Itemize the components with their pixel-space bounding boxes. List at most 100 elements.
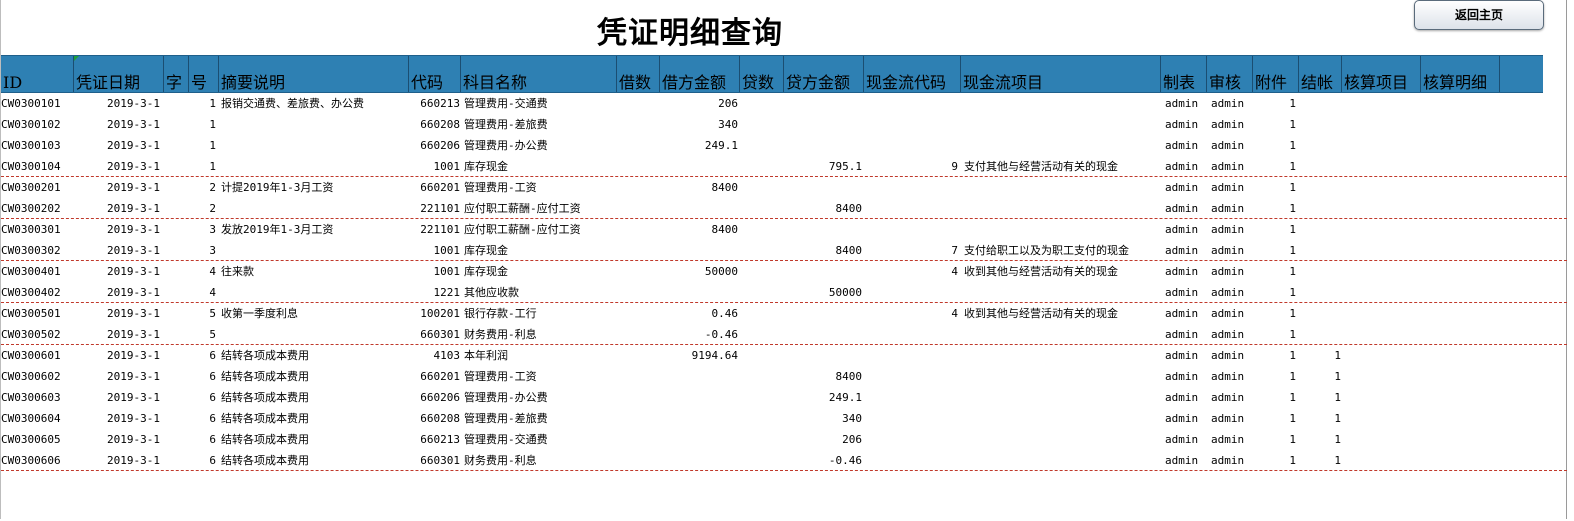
cell-date[interactable]: 2019-3-1	[107, 244, 160, 257]
cell-maker[interactable]: admin	[1165, 265, 1199, 278]
cell-code[interactable]: 1001	[433, 265, 461, 278]
cell-maker[interactable]: admin	[1165, 160, 1199, 173]
cell-debit[interactable]: 206	[718, 97, 738, 110]
cell-code[interactable]: 100201	[420, 307, 460, 320]
cell-auditor[interactable]: admin	[1211, 370, 1245, 383]
table-row[interactable]: CW0300402 2019-3-1 4 1221 其他应收款 50000 admin adm…	[1, 282, 1567, 303]
cell-credit[interactable]: 50000	[828, 286, 862, 299]
cell-maker[interactable]: admin	[1165, 412, 1199, 425]
cell-subject[interactable]: 库存现金	[464, 160, 508, 173]
header-subject[interactable]: 科目名称	[461, 56, 617, 92]
cell-auditor[interactable]: admin	[1211, 454, 1245, 467]
cell-summary[interactable]: 结转各项成本费用	[221, 370, 309, 383]
cell-maker[interactable]: admin	[1165, 181, 1199, 194]
cell-maker[interactable]: admin	[1165, 244, 1199, 257]
cell-cashflow-code[interactable]: 9	[951, 160, 958, 173]
cell-code[interactable]: 660208	[420, 118, 460, 131]
table-row[interactable]: CW0300301 2019-3-1 3 发放2019年1-3月工资 221101 应付职…	[1, 219, 1567, 240]
cell-cashflow-code[interactable]: 7	[951, 244, 958, 257]
cell-debit[interactable]: 8400	[711, 181, 739, 194]
cell-code[interactable]: 660213	[420, 433, 460, 446]
cell-cashflow-item[interactable]: 支付其他与经营活动有关的现金	[964, 160, 1118, 173]
cell-code[interactable]: 660301	[420, 328, 460, 341]
header-cashflow-item[interactable]: 现金流项目	[961, 56, 1161, 92]
cell-id[interactable]: CW0300603	[1, 391, 61, 404]
cell-summary[interactable]: 结转各项成本费用	[221, 454, 309, 467]
cell-auditor[interactable]: admin	[1211, 160, 1245, 173]
cell-cashflow-item[interactable]: 收到其他与经营活动有关的现金	[964, 265, 1118, 278]
cell-closed[interactable]: 1	[1334, 454, 1341, 467]
cell-date[interactable]: 2019-3-1	[107, 349, 160, 362]
cell-date[interactable]: 2019-3-1	[107, 370, 160, 383]
cell-auditor[interactable]: admin	[1211, 181, 1245, 194]
cell-date[interactable]: 2019-3-1	[107, 391, 160, 404]
cell-subject[interactable]: 其他应收款	[464, 286, 519, 299]
cell-id[interactable]: CW0300104	[1, 160, 61, 173]
cell-date[interactable]: 2019-3-1	[107, 139, 160, 152]
cell-id[interactable]: CW0300502	[1, 328, 61, 341]
cell-maker[interactable]: admin	[1165, 202, 1199, 215]
cell-auditor[interactable]: admin	[1211, 391, 1245, 404]
table-row[interactable]: CW0300104 2019-3-1 1 1001 库存现金 795.1 9 支付其他与经营活…	[1, 156, 1567, 177]
table-row[interactable]: CW0300602 2019-3-1 6 结转各项成本费用 660201 管理费用-工资 8…	[1, 366, 1567, 387]
cell-auditor[interactable]: admin	[1211, 265, 1245, 278]
table-row[interactable]: CW0300502 2019-3-1 5 660301 财务费用-利息 -0.46 admi…	[1, 324, 1567, 345]
cell-attachments[interactable]: 1	[1289, 286, 1296, 299]
cell-no[interactable]: 6	[209, 454, 216, 467]
cell-id[interactable]: CW0300501	[1, 307, 61, 320]
header-debit[interactable]: 借方金额	[660, 56, 740, 92]
cell-summary[interactable]: 发放2019年1-3月工资	[221, 223, 334, 236]
cell-subject[interactable]: 管理费用-交通费	[464, 97, 548, 110]
cell-no[interactable]: 1	[209, 97, 216, 110]
cell-date[interactable]: 2019-3-1	[107, 97, 160, 110]
cell-id[interactable]: CW0300202	[1, 202, 61, 215]
cell-attachments[interactable]: 1	[1289, 181, 1296, 194]
cell-subject[interactable]: 管理费用-交通费	[464, 433, 548, 446]
cell-debit[interactable]: 340	[718, 118, 738, 131]
cell-date[interactable]: 2019-3-1	[107, 286, 160, 299]
header-credit-count[interactable]: 贷数	[740, 56, 784, 92]
header-date[interactable]: 凭证日期	[74, 56, 164, 92]
cell-maker[interactable]: admin	[1165, 370, 1199, 383]
cell-id[interactable]: CW0300102	[1, 118, 61, 131]
cell-auditor[interactable]: admin	[1211, 286, 1245, 299]
cell-credit[interactable]: 249.1	[828, 391, 862, 404]
cell-attachments[interactable]: 1	[1289, 244, 1296, 257]
cell-date[interactable]: 2019-3-1	[107, 160, 160, 173]
cell-summary[interactable]: 计提2019年1-3月工资	[221, 181, 334, 194]
cell-code[interactable]: 660201	[420, 370, 460, 383]
cell-auditor[interactable]: admin	[1211, 244, 1245, 257]
cell-attachments[interactable]: 1	[1289, 202, 1296, 215]
cell-no[interactable]: 6	[209, 391, 216, 404]
cell-id[interactable]: CW0300602	[1, 370, 61, 383]
cell-attachments[interactable]: 1	[1289, 349, 1296, 362]
table-row[interactable]: CW0300605 2019-3-1 6 结转各项成本费用 660213 管理费用-交通费…	[1, 429, 1567, 450]
cell-maker[interactable]: admin	[1165, 391, 1199, 404]
cell-subject[interactable]: 管理费用-办公费	[464, 139, 548, 152]
cell-maker[interactable]: admin	[1165, 454, 1199, 467]
table-row[interactable]: CW0300302 2019-3-1 3 1001 库存现金 8400 7 支付给职工以及为职…	[1, 240, 1567, 261]
cell-date[interactable]: 2019-3-1	[107, 454, 160, 467]
cell-code[interactable]: 660213	[420, 97, 460, 110]
cell-code[interactable]: 1001	[433, 160, 461, 173]
cell-summary[interactable]: 结转各项成本费用	[221, 412, 309, 425]
cell-attachments[interactable]: 1	[1289, 97, 1296, 110]
cell-cashflow-item[interactable]: 收到其他与经营活动有关的现金	[964, 307, 1118, 320]
cell-attachments[interactable]: 1	[1289, 370, 1296, 383]
cell-closed[interactable]: 1	[1334, 370, 1341, 383]
cell-no[interactable]: 5	[209, 307, 216, 320]
cell-auditor[interactable]: admin	[1211, 139, 1245, 152]
cell-subject[interactable]: 管理费用-差旅费	[464, 118, 548, 131]
header-credit[interactable]: 贷方金额	[784, 56, 864, 92]
cell-code[interactable]: 221101	[420, 202, 460, 215]
cell-auditor[interactable]: admin	[1211, 202, 1245, 215]
cell-no[interactable]: 1	[209, 160, 216, 173]
header-maker[interactable]: 制表	[1161, 56, 1207, 92]
cell-id[interactable]: CW0300606	[1, 454, 61, 467]
cell-maker[interactable]: admin	[1165, 139, 1199, 152]
table-row[interactable]: CW0300606 2019-3-1 6 结转各项成本费用 660301 财务费用-利息 -…	[1, 450, 1567, 471]
table-row[interactable]: CW0300202 2019-3-1 2 221101 应付职工薪酬-应付工资 8400 a…	[1, 198, 1567, 219]
cell-id[interactable]: CW0300605	[1, 433, 61, 446]
cell-subject[interactable]: 财务费用-利息	[464, 454, 537, 467]
cell-attachments[interactable]: 1	[1289, 433, 1296, 446]
